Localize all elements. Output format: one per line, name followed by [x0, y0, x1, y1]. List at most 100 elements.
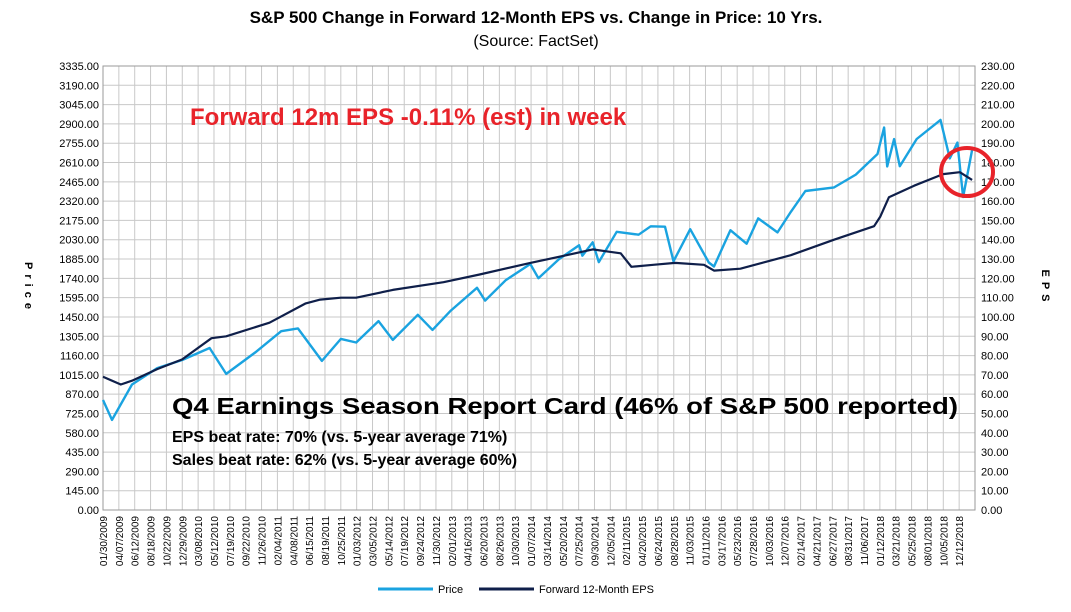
x-tick-label: 05/25/2018 — [908, 516, 919, 566]
x-tick-label: 03/14/2014 — [543, 516, 554, 566]
left-tick-label: 0.00 — [78, 505, 99, 517]
right-axis-title: EPS — [1039, 269, 1051, 306]
x-tick-label: 04/20/2015 — [638, 516, 649, 566]
left-tick-label: 3190.00 — [59, 80, 99, 92]
left-axis-title: Price — [22, 262, 34, 314]
x-tick-label: 12/07/2016 — [781, 516, 792, 566]
x-tick-label: 12/05/2014 — [606, 516, 617, 566]
left-tick-label: 2320.00 — [59, 196, 99, 208]
series-line-price — [101, 118, 974, 422]
x-tick-label: 10/03/2016 — [765, 516, 776, 566]
series-layer — [101, 118, 974, 422]
right-tick-label: 70.00 — [981, 370, 1009, 382]
left-tick-label: 725.00 — [65, 408, 99, 420]
right-tick-label: 190.00 — [981, 138, 1015, 150]
x-tick-label: 06/20/2013 — [480, 516, 491, 566]
x-tick-label: 05/12/2010 — [210, 516, 221, 566]
legend: Price Forward 12-Month EPS — [378, 584, 654, 596]
left-tick-label: 2755.00 — [59, 138, 99, 150]
left-tick-label: 580.00 — [65, 428, 99, 440]
headline-annotation: Forward 12m EPS -0.11% (est) in week — [190, 104, 627, 131]
x-tick-label: 08/31/2017 — [844, 516, 855, 566]
x-tick-label: 08/19/2011 — [321, 516, 332, 566]
legend-label-eps: Forward 12-Month EPS — [539, 584, 654, 596]
x-tick-label: 06/27/2017 — [828, 516, 839, 566]
left-axis: 0.00 145.00 290.00 435.00 580.00 725.00 870.00… — [59, 61, 99, 517]
x-tick-label: 03/08/2010 — [194, 516, 205, 566]
x-tick-label: 02/11/2015 — [622, 516, 633, 566]
left-tick-label: 435.00 — [65, 447, 99, 459]
right-tick-label: 100.00 — [981, 312, 1015, 324]
x-tick-label: 01/03/2012 — [353, 516, 364, 566]
x-tick-label: 04/07/2009 — [115, 516, 126, 566]
x-tick-label: 10/22/2009 — [162, 516, 173, 566]
x-tick-label: 06/24/2015 — [654, 516, 665, 566]
left-tick-label: 1305.00 — [59, 331, 99, 343]
x-tick-label: 07/19/2012 — [400, 516, 411, 566]
x-tick-label: 06/12/2009 — [131, 516, 142, 566]
x-tick-label: 07/19/2010 — [226, 516, 237, 566]
left-tick-label: 290.00 — [65, 466, 99, 478]
right-tick-label: 40.00 — [981, 428, 1009, 440]
left-tick-label: 1160.00 — [60, 351, 99, 363]
right-tick-label: 0.00 — [981, 505, 1002, 517]
x-tick-label: 01/30/2009 — [99, 516, 110, 566]
right-tick-label: 20.00 — [981, 466, 1009, 478]
right-tick-label: 200.00 — [981, 119, 1015, 131]
x-tick-label: 08/26/2013 — [495, 516, 506, 566]
left-tick-label: 1595.00 — [59, 293, 99, 305]
series-line-forward-12-month-eps — [102, 171, 973, 386]
left-tick-label: 2465.00 — [59, 177, 99, 189]
x-tick-label: 08/01/2018 — [923, 516, 934, 566]
x-tick-label: 11/06/2017 — [860, 516, 871, 566]
left-tick-label: 1740.00 — [59, 273, 99, 285]
right-tick-label: 30.00 — [981, 447, 1009, 459]
right-tick-label: 140.00 — [981, 235, 1015, 247]
left-tick-label: 3045.00 — [59, 100, 99, 112]
left-tick-label: 145.00 — [65, 486, 99, 498]
right-tick-label: 80.00 — [981, 351, 1009, 363]
legend-label-price: Price — [438, 584, 463, 596]
x-tick-label: 11/03/2015 — [686, 516, 697, 566]
x-tick-label: 04/21/2017 — [812, 516, 823, 566]
x-tick-label: 09/30/2014 — [590, 516, 601, 566]
eps-beat-rate: EPS beat rate: 70% (vs. 5-year average 7… — [172, 429, 507, 446]
x-tick-label: 01/07/2014 — [527, 516, 538, 566]
right-tick-label: 120.00 — [981, 273, 1015, 285]
x-tick-label: 03/05/2012 — [369, 516, 380, 566]
x-axis: 01/30/2009 04/07/2009 06/12/2009 08/18/2009… — [99, 516, 966, 566]
x-tick-label: 12/12/2018 — [955, 516, 966, 566]
x-tick-label: 02/14/2017 — [797, 516, 808, 566]
right-tick-label: 180.00 — [981, 158, 1015, 170]
left-tick-label: 1015.00 — [59, 370, 99, 382]
right-tick-label: 150.00 — [981, 215, 1015, 227]
x-tick-label: 02/04/2011 — [273, 516, 284, 566]
x-tick-label: 08/18/2009 — [147, 516, 158, 566]
x-tick-label: 05/20/2014 — [559, 516, 570, 566]
right-axis: 0.00 10.00 20.00 30.00 40.00 50.00 60.00 70.00 8… — [981, 61, 1015, 517]
x-tick-label: 03/17/2016 — [717, 516, 728, 566]
plot-frame — [102, 65, 976, 511]
right-tick-label: 230.00 — [981, 61, 1015, 73]
left-tick-label: 2175.00 — [59, 215, 99, 227]
left-tick-label: 2900.00 — [59, 119, 99, 131]
x-tick-label: 10/05/2018 — [939, 516, 950, 566]
x-tick-label: 03/21/2018 — [892, 516, 903, 566]
x-tick-label: 10/25/2011 — [337, 516, 348, 566]
x-tick-label: 01/11/2016 — [701, 516, 712, 566]
right-tick-label: 90.00 — [981, 331, 1009, 343]
x-tick-label: 09/24/2012 — [416, 516, 427, 566]
x-tick-label: 08/28/2015 — [670, 516, 681, 566]
right-tick-label: 210.00 — [981, 100, 1015, 112]
right-tick-label: 130.00 — [981, 254, 1015, 266]
left-tick-label: 1450.00 — [59, 312, 99, 324]
left-tick-label: 3335.00 — [59, 61, 99, 73]
left-tick-label: 1885.00 — [59, 254, 99, 266]
x-tick-label: 12/29/2009 — [178, 516, 189, 566]
x-tick-label: 06/15/2011 — [305, 516, 316, 566]
x-tick-label: 02/01/2013 — [448, 516, 459, 566]
x-tick-label: 11/30/2012 — [432, 516, 443, 566]
x-tick-label: 09/22/2010 — [242, 516, 253, 566]
x-tick-label: 07/25/2014 — [575, 516, 586, 566]
